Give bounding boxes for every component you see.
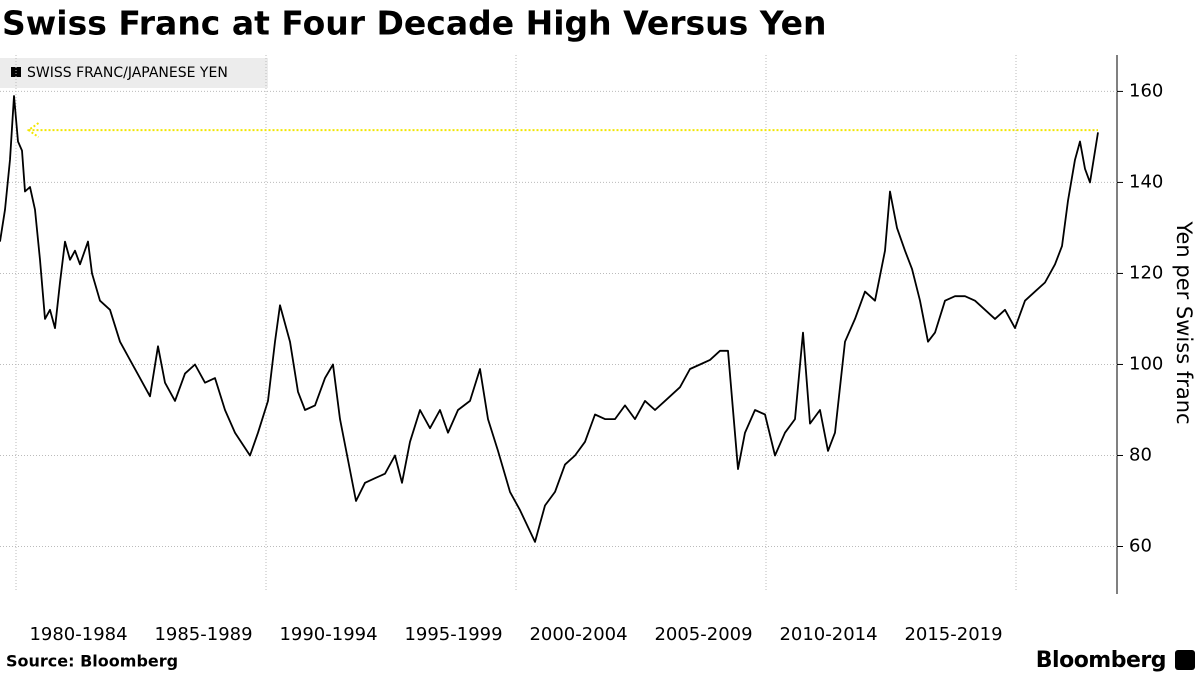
- x-tick-label: 1995-1999: [404, 624, 502, 645]
- y-tick-label: 140: [1129, 171, 1163, 192]
- x-tick-label: 1980-1984: [29, 624, 127, 645]
- brand: Bloomberg: [1036, 648, 1166, 673]
- x-tick-label: 1985-1989: [154, 624, 252, 645]
- legend-swatch: [11, 67, 21, 77]
- y-tick-label: 160: [1129, 80, 1163, 101]
- x-tick-label: 1990-1994: [279, 624, 377, 645]
- series-line: [0, 95, 1099, 543]
- legend-box: [0, 58, 268, 88]
- reference-arrow: [26, 122, 40, 138]
- brand-icon: [1175, 650, 1195, 670]
- y-tick-label: 60: [1129, 535, 1152, 556]
- x-tick-label: 2015-2019: [904, 624, 1002, 645]
- x-tick-label: 2000-2004: [529, 624, 627, 645]
- x-tick-label: 2010-2014: [779, 624, 877, 645]
- source: Source: Bloomberg: [6, 652, 178, 671]
- y-tick-label: 100: [1129, 353, 1163, 374]
- x-tick-label: 2005-2009: [654, 624, 752, 645]
- legend-label: SWISS FRANC/JAPANESE YEN: [27, 65, 228, 81]
- y-tick-label: 80: [1129, 444, 1152, 465]
- y-axis-label: Yen per Swiss franc: [1172, 220, 1196, 424]
- y-tick-label: 120: [1129, 262, 1163, 283]
- chart-title: Swiss Franc at Four Decade High Versus Y…: [2, 4, 827, 43]
